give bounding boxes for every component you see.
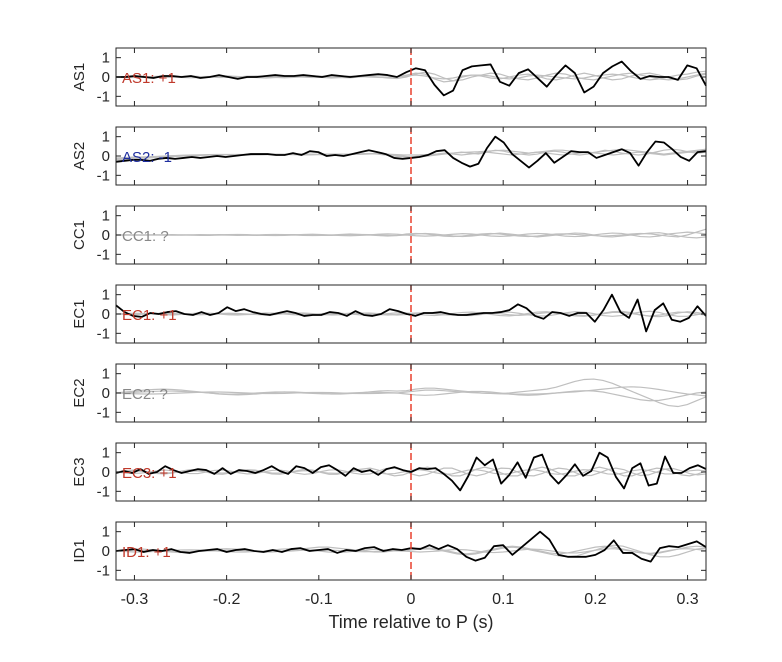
y-tick-label: -1 [97,483,110,500]
axes-box-as2 [115,126,707,186]
station-label: CC1: ? [122,228,169,245]
x-tick-label: 0 [407,591,416,608]
panel-ylabel: EC1 [71,299,88,328]
y-tick-label: -1 [97,404,110,421]
y-tick-label: 0 [102,543,110,560]
station-label: AS2: -1 [122,149,172,166]
ghost-trace-cc1-2 [115,228,707,238]
x-tick-label: 0.3 [676,591,698,608]
y-tick-label: 0 [102,385,110,402]
ghost-trace-id1-2 [115,548,707,554]
x-axis-label: Time relative to P (s) [328,612,493,632]
y-tick-label: -1 [97,88,110,105]
panel-ylabel: EC3 [71,457,88,486]
panel-ylabel: EC2 [71,378,88,407]
y-tick-label: 0 [102,148,110,165]
y-tick-label: 1 [102,287,110,304]
y-tick-label: -1 [97,562,110,579]
x-tick-label: 0.2 [584,591,606,608]
panel-ylabel: CC1 [71,220,88,250]
y-tick-label: -1 [97,325,110,342]
x-tick-label: -0.3 [121,591,149,608]
y-tick-label: -1 [97,246,110,263]
main-trace-ec3 [115,451,707,492]
station-label: EC3: +1 [122,465,177,482]
x-tick-label: -0.1 [305,591,333,608]
x-tick-label: -0.2 [213,591,241,608]
main-trace-ec1 [115,293,707,333]
station-label: EC1: +1 [122,307,177,324]
ghost-trace-ec2-1 [115,386,707,397]
y-tick-label: -1 [97,167,110,184]
y-tick-label: 1 [102,366,110,383]
y-tick-label: 1 [102,445,110,462]
station-label: AS1: +1 [122,70,176,87]
y-tick-label: 0 [102,306,110,323]
y-tick-label: 1 [102,129,110,146]
y-tick-label: 0 [102,464,110,481]
x-tick-label: 0.1 [492,591,514,608]
station-label: EC2: ? [122,386,168,403]
y-tick-label: 0 [102,69,110,86]
panel-ylabel: AS2 [71,142,88,170]
y-tick-label: 0 [102,227,110,244]
panel-ylabel: AS1 [71,63,88,91]
panel-ylabel: ID1 [71,539,88,562]
y-tick-label: 1 [102,208,110,225]
y-tick-label: 1 [102,50,110,67]
ghost-trace-ec3-2 [115,469,707,475]
station-label: ID1: +1 [122,544,171,561]
y-tick-label: 1 [102,524,110,541]
